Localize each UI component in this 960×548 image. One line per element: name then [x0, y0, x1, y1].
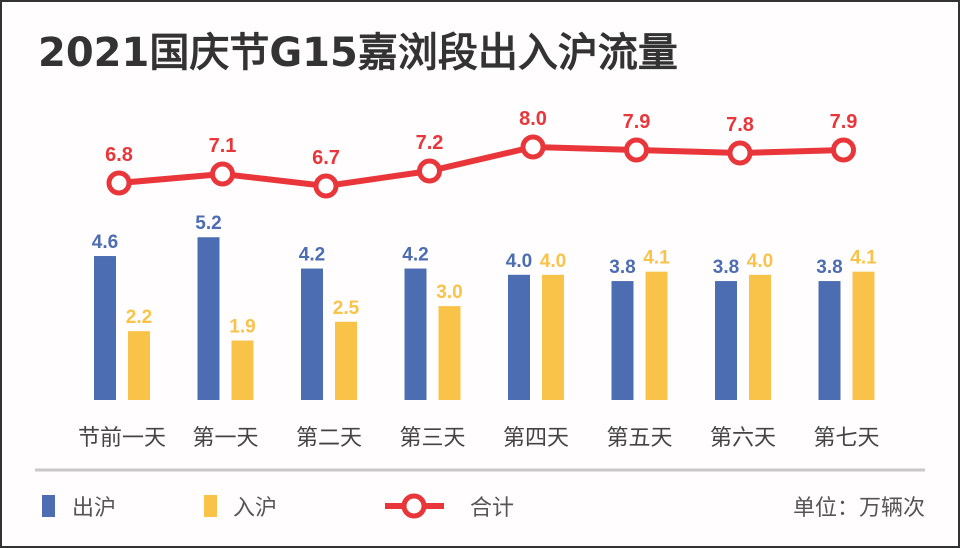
bar-value-label: 4.0	[506, 251, 532, 272]
chart-title: 2021国庆节G15嘉浏段出入沪流量	[38, 30, 678, 76]
total-point	[313, 173, 339, 199]
total-value-label: 8.0	[519, 108, 547, 130]
legend-marker-total	[401, 493, 427, 519]
bar-in	[852, 271, 875, 400]
bar-out	[715, 281, 737, 400]
x-tick-label: 第七天	[813, 426, 879, 451]
legend-label-out: 出沪	[72, 496, 116, 521]
legend-swatch-out	[42, 495, 55, 517]
bar-in	[335, 321, 357, 400]
bar-in	[749, 274, 771, 400]
total-line	[118, 143, 844, 190]
total-value-label: 7.9	[830, 111, 858, 133]
total-point	[210, 161, 235, 187]
bar-value-label: 3.8	[713, 257, 739, 278]
total-point	[106, 170, 132, 196]
legend-swatch-in	[204, 495, 217, 517]
bar-out	[94, 256, 116, 400]
bar-value-label: 2.5	[333, 298, 360, 319]
bar-value-label: 3.8	[609, 257, 635, 278]
bar-in	[128, 331, 150, 400]
bar-value-label: 2.2	[126, 307, 152, 328]
bar-value-label: 4.2	[402, 245, 428, 266]
bar-out	[197, 237, 220, 400]
bar-value-label: 4.0	[540, 251, 566, 272]
bar-in	[231, 340, 254, 400]
x-tick-label: 节前一天	[78, 426, 166, 451]
bar-in	[542, 274, 564, 400]
total-value-label: 6.8	[105, 144, 133, 166]
bar-value-label: 1.9	[229, 317, 255, 338]
bar-value-label: 5.2	[195, 213, 221, 234]
total-value-label: 7.8	[726, 114, 754, 136]
bar-value-label: 4.2	[299, 245, 325, 266]
legend-label-total: 合计	[470, 496, 514, 521]
x-tick-label: 第二天	[296, 426, 362, 451]
bar-out	[611, 281, 634, 400]
bar-value-label: 4.1	[850, 248, 877, 269]
total-value-label: 7.1	[209, 135, 237, 157]
total-value-label: 7.2	[416, 132, 444, 154]
bar-out	[508, 274, 530, 400]
total-value-label: 7.9	[623, 111, 651, 133]
bar-value-label: 4.1	[643, 248, 670, 269]
bar-value-label: 3.0	[436, 282, 462, 303]
bar-value-label: 4.6	[92, 232, 118, 253]
bar-out	[818, 281, 841, 400]
bar-value-label: 4.0	[747, 251, 773, 272]
bar-in	[645, 271, 668, 400]
total-point	[520, 134, 546, 160]
x-tick-label: 第六天	[710, 426, 776, 451]
x-tick-label: 第四天	[503, 426, 569, 451]
bar-out	[404, 268, 427, 400]
x-tick-label: 第一天	[192, 426, 258, 451]
total-point	[727, 140, 753, 166]
total-point	[624, 137, 649, 163]
total-value-label: 6.7	[312, 147, 340, 169]
total-point	[831, 137, 856, 163]
x-tick-label: 第三天	[399, 426, 465, 451]
unit-label: 单位：万辆次	[793, 496, 925, 521]
bar-value-label: 3.8	[816, 257, 842, 278]
bar-out	[301, 268, 323, 400]
bar-in	[438, 306, 461, 400]
x-tick-label: 第五天	[606, 426, 672, 451]
legend-label-in: 入沪	[233, 496, 277, 521]
total-point	[417, 158, 442, 184]
